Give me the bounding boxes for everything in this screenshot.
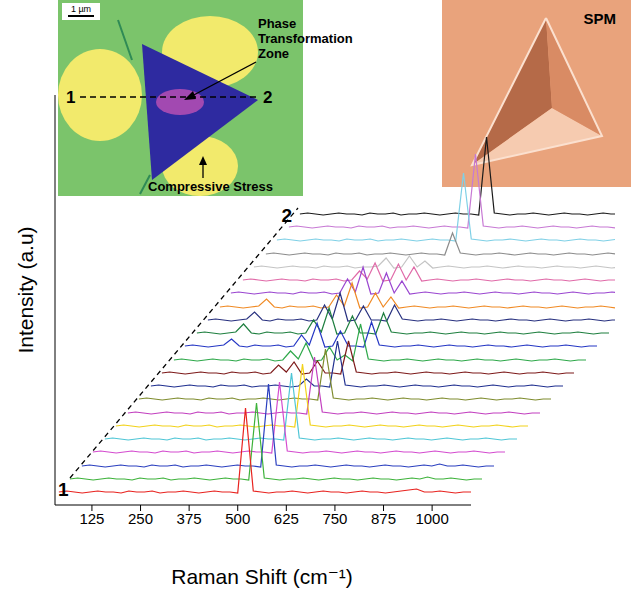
svg-text:1 µm: 1 µm	[71, 4, 91, 14]
svg-text:2: 2	[263, 88, 272, 107]
svg-text:1: 1	[58, 479, 69, 500]
svg-text:1000: 1000	[415, 510, 448, 527]
svg-text:2: 2	[281, 205, 292, 226]
svg-text:Transformation: Transformation	[258, 31, 353, 46]
svg-text:750: 750	[322, 510, 347, 527]
svg-text:250: 250	[128, 510, 153, 527]
svg-text:875: 875	[371, 510, 396, 527]
svg-text:Raman Shift (cm⁻¹): Raman Shift (cm⁻¹)	[171, 565, 352, 588]
svg-text:375: 375	[177, 510, 202, 527]
svg-text:1: 1	[66, 88, 75, 107]
svg-text:Compressive Stress: Compressive Stress	[148, 179, 273, 194]
svg-text:625: 625	[274, 510, 299, 527]
svg-text:Intensity (a.u): Intensity (a.u)	[14, 226, 37, 353]
svg-text:Zone: Zone	[258, 46, 289, 61]
svg-text:125: 125	[79, 510, 104, 527]
svg-text:500: 500	[225, 510, 250, 527]
svg-text:Phase: Phase	[258, 16, 296, 31]
svg-text:SPM: SPM	[583, 10, 616, 27]
